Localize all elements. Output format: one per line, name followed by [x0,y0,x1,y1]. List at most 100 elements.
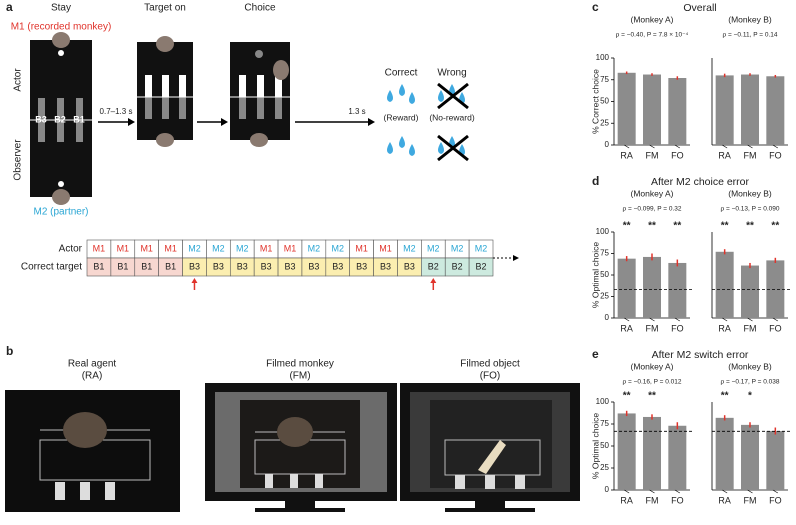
significance: ** [721,221,729,232]
bar-tick [624,317,630,322]
target-cell [468,257,494,277]
bar [741,424,759,490]
x-tick-label: FO [769,150,782,160]
actor-text: M2 [475,243,488,253]
bar [617,72,636,145]
condition-name: Filmed object [460,359,520,370]
bar [668,262,687,318]
actor-text: M2 [308,243,321,253]
actor-text: M1 [164,243,177,253]
actor-text: M1 [260,243,273,253]
subtitle: (Monkey A) [631,14,674,24]
y-axis-label: % Optimal choice [590,242,600,308]
actor-text: M2 [332,243,345,253]
target-text: B2 [476,261,487,271]
row-label: Correct target [21,262,82,273]
outcome-title: Wrong [437,68,466,79]
phase-label: Stay [51,3,71,14]
role-label: Actor [13,68,24,92]
significance: ** [623,221,631,232]
bar-tick [624,144,630,149]
phase-label: Target on [144,3,186,14]
m2-label: M2 (partner) [33,207,88,218]
y-tick-label: 0 [605,140,610,149]
row-title: After M2 choice error [651,176,750,188]
stats-annotation: ρ = −0.17, P = 0.038 [720,379,779,386]
outcome-title: Correct [385,68,418,79]
bar [715,417,734,490]
actor-text: M1 [117,243,130,253]
significance: ** [746,221,754,232]
stats-annotation: ρ = −0.099, P = 0.32 [622,206,681,213]
bar [668,425,687,490]
bar-tick [747,489,753,494]
x-tick-label: FO [769,323,782,333]
panel-label: a [6,0,13,14]
stats-annotation: ρ = −0.40, P = 7.8 × 10⁻⁴ [616,32,689,39]
bar-tick [772,489,778,494]
x-tick-label: RA [718,150,731,160]
bar [715,251,734,318]
x-tick-label: FO [671,323,684,333]
bar-tick [772,317,778,322]
task-screens [30,32,469,205]
subtitle: (Monkey A) [631,361,674,371]
x-tick-label: FM [744,495,757,505]
target-text: B1 [117,261,128,271]
bar-tick [722,317,728,322]
y-tick-label: 50 [600,97,609,106]
target-text: B2 [452,261,463,271]
outcome-note: (No-reward) [429,112,475,122]
row-title: Overall [683,2,716,14]
target-text: B1 [93,261,104,271]
bar [668,78,687,145]
actor-text: M2 [451,243,464,253]
x-tick-label: FM [744,150,757,160]
x-tick-label: FM [646,323,659,333]
x-tick-label: FO [769,495,782,505]
significance: ** [673,221,681,232]
condition-images [5,383,580,512]
condition-code: (FM) [289,371,310,382]
switch-arrowhead [191,278,198,283]
actor-text: M1 [379,243,392,253]
target-text: B3 [380,261,391,271]
y-axis-label: % Correct choice [590,69,600,134]
stats-annotation: ρ = −0.16, P = 0.012 [622,379,681,386]
subtitle: (Monkey B) [728,14,772,24]
x-tick-label: RA [718,495,731,505]
actor-text: M2 [236,243,249,253]
subtitle: (Monkey B) [728,188,772,198]
row-title: After M2 switch error [652,349,749,361]
continuation-head [513,255,519,261]
target-text: B1 [165,261,176,271]
bar-label: B3 [35,114,47,124]
target-text: B3 [213,261,224,271]
actor-text: M2 [403,243,416,253]
significance: ** [648,221,656,232]
m1-label: M1 (recorded monkey) [11,22,112,33]
delay-label: 1.3 s [348,107,365,116]
actor-text: M1 [93,243,106,253]
y-tick-label: 75 [600,419,609,428]
stats-annotation: ρ = −0.11, P = 0.14 [723,32,778,39]
significance: ** [623,391,631,402]
subtitle: (Monkey A) [631,188,674,198]
x-tick-label: FM [646,495,659,505]
bar [617,413,636,490]
bar-label: B1 [73,114,85,124]
bar [643,74,661,145]
phase-label: Choice [244,3,276,14]
y-tick-label: 25 [600,292,609,301]
actor-text: M2 [427,243,440,253]
y-tick-label: 100 [596,53,610,62]
y-axis-label: % Optimal choice [590,413,600,479]
bar-tick [649,317,655,322]
bar-tick [674,489,680,494]
bar-tick [747,317,753,322]
bar-tick [722,144,728,149]
bar-tick [674,317,680,322]
bar [617,258,636,318]
subtitle: (Monkey B) [728,361,772,371]
